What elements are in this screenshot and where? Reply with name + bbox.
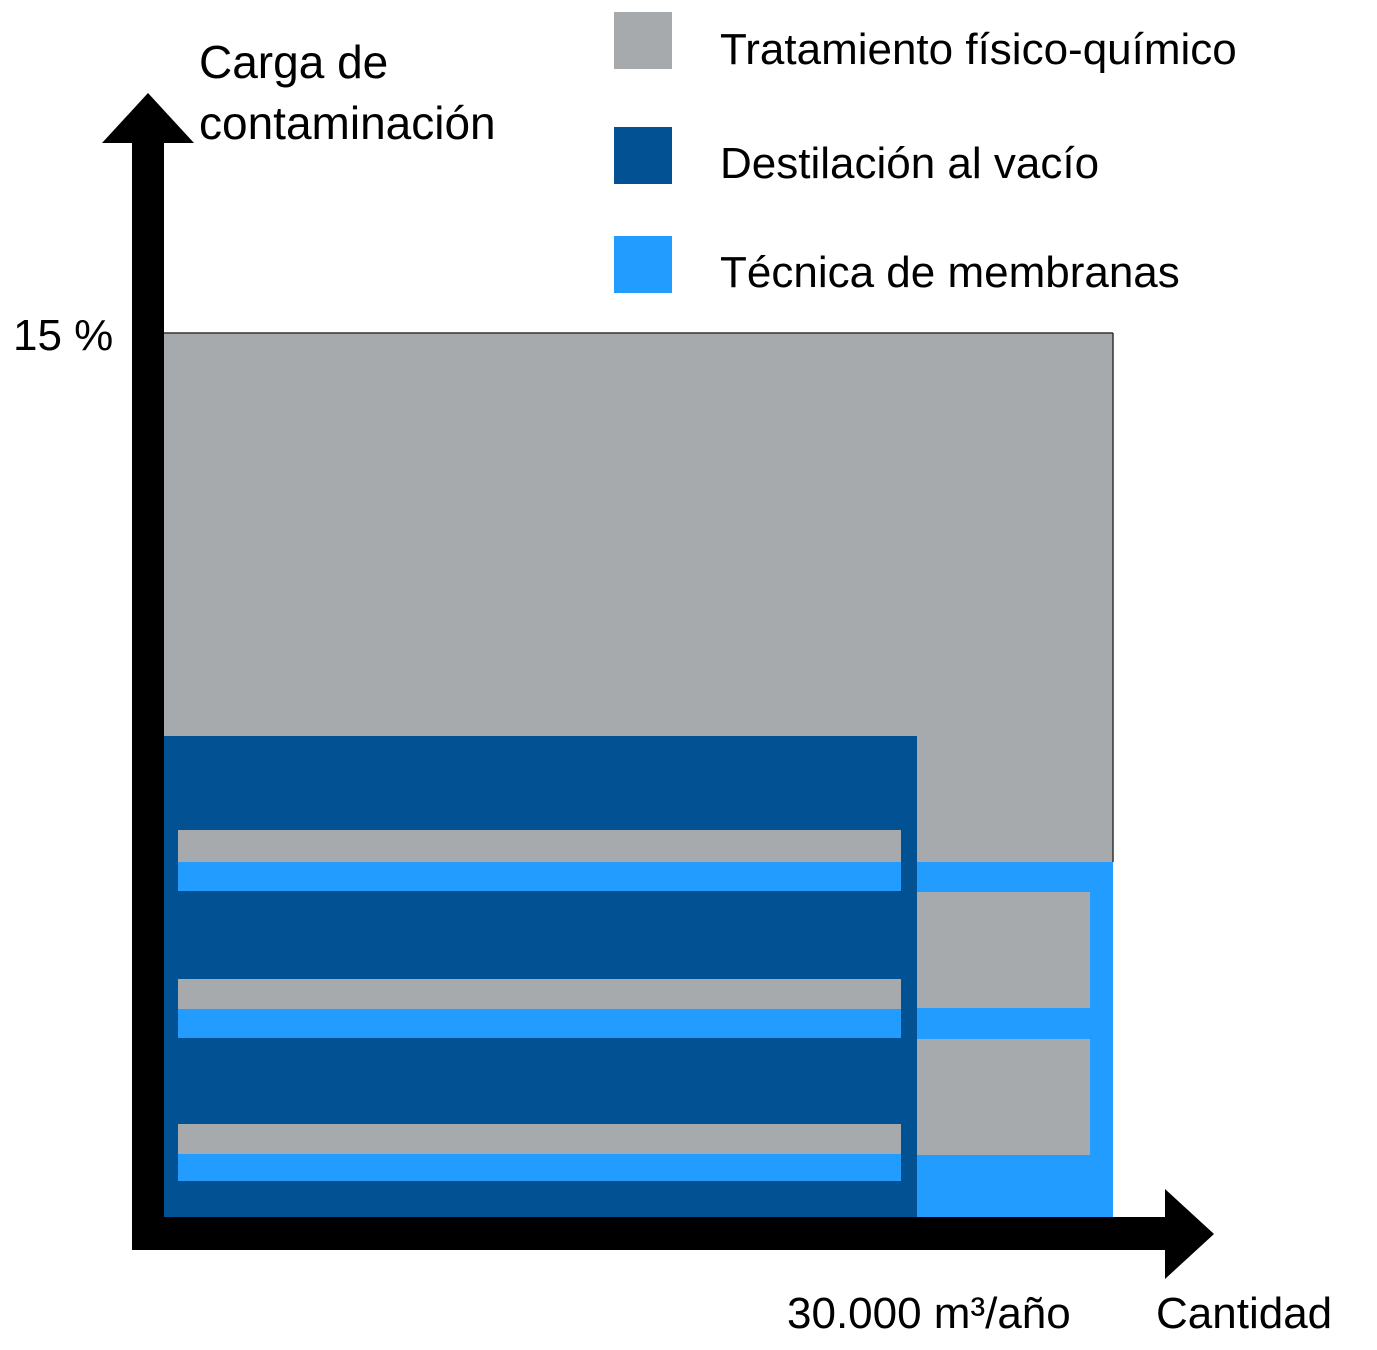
legend-label-membrane: Técnica de membranas (720, 248, 1180, 297)
y-axis-arrowhead (102, 93, 194, 143)
y-axis-label-line2: contaminación (199, 96, 496, 149)
stripe-grey-1 (178, 830, 901, 862)
y-axis-line (132, 140, 164, 1250)
stripe-grey-3 (178, 1124, 901, 1154)
legend-swatch-vacuum-distillation (614, 127, 672, 184)
x-axis-arrowhead (1165, 1189, 1214, 1279)
x-axis-max-tick: 30.000 m³/año (787, 1289, 1071, 1338)
stripe-blue-2 (178, 1009, 901, 1038)
stripe-blue-3 (178, 1154, 901, 1181)
y-axis-label-line1: Carga de (199, 36, 389, 88)
x-axis-line (132, 1217, 1170, 1250)
stripe-grey-2 (178, 979, 901, 1009)
legend-label-vacuum-distillation: Destilación al vacío (720, 139, 1100, 188)
membrane-inner-grey-lower (916, 1039, 1090, 1155)
legend-swatch-membrane (614, 236, 672, 293)
membrane-inner-grey-upper (916, 892, 1090, 1008)
y-axis-max-tick: 15 % (13, 311, 114, 360)
legend-label-physicochemical: Tratamiento físico-químico (720, 25, 1237, 74)
stripe-blue-1 (178, 862, 901, 891)
x-axis-label: Cantidad (1156, 1289, 1333, 1338)
y-axis-label: Carga de contaminación (199, 32, 496, 153)
legend-swatch-physicochemical (614, 12, 672, 69)
